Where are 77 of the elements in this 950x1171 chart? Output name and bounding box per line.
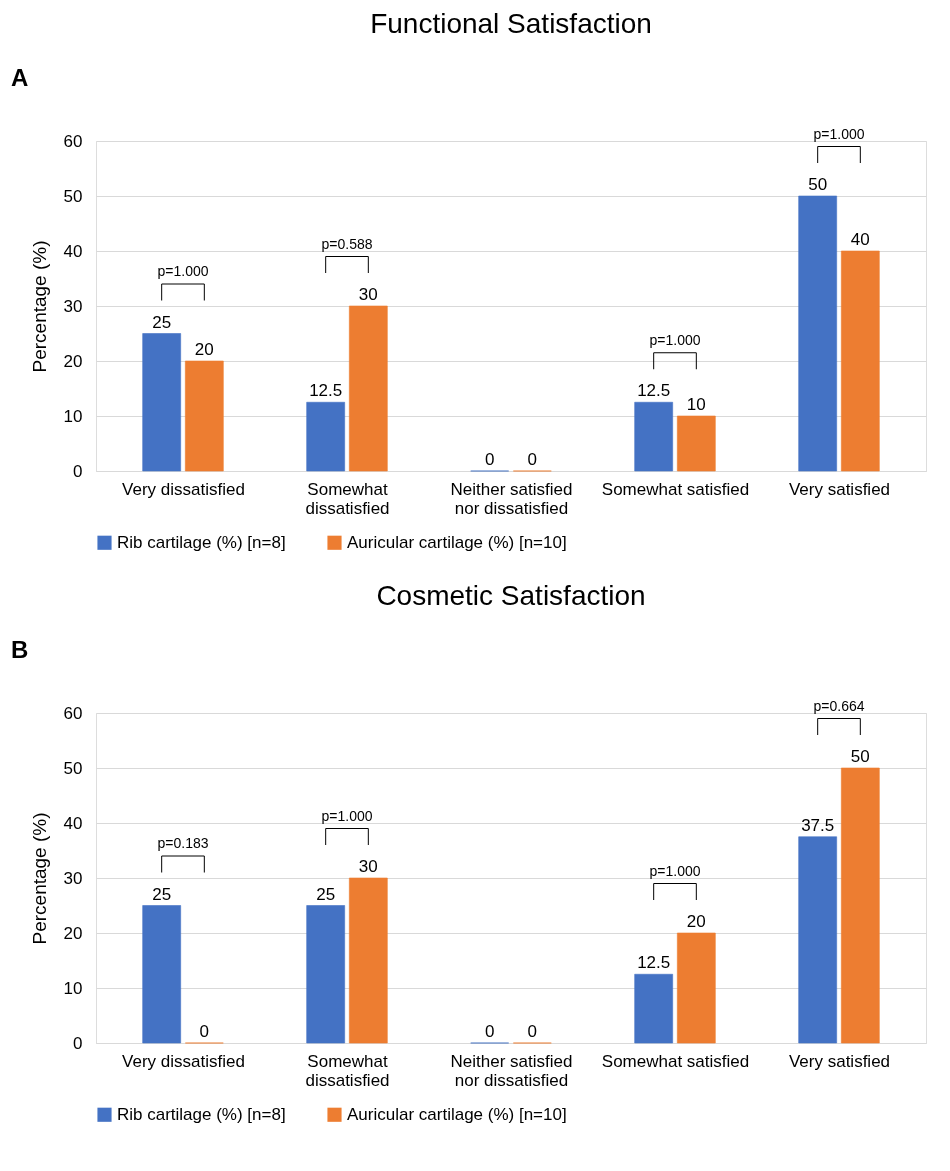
annotation: p=0.664 (813, 697, 865, 714)
y-tick-label: 0 (73, 1033, 83, 1053)
y-axis-title: Percentage (%) (28, 812, 50, 945)
bar (349, 305, 388, 472)
annotation: p=0.183 (157, 835, 209, 851)
data-label: 0 (484, 450, 495, 469)
data-label: 25 (316, 884, 336, 904)
legend-label: Auricular cartilage (%) [n=10] (347, 1104, 567, 1124)
legend-label: Auricular cartilage (%) [n=10] (347, 532, 567, 552)
data-label: 0 (527, 450, 538, 469)
y-tick-label: 20 (63, 351, 83, 371)
bar (677, 415, 716, 472)
annotation: p=1.000 (157, 263, 209, 279)
bar (142, 333, 181, 472)
annotation: p=1.000 (321, 807, 373, 824)
data-label: 50 (808, 175, 828, 194)
x-tick-label: Very dissatisfied (122, 1051, 245, 1071)
bar (634, 401, 673, 472)
annotation: p=1.000 (649, 862, 701, 879)
data-label: 0 (199, 1022, 210, 1041)
data-label: 50 (850, 747, 870, 766)
data-label: 12.5 (637, 953, 671, 973)
x-tick-label: Neither satisfied nor dissatisfied (450, 1051, 573, 1090)
bar (306, 905, 345, 1044)
x-tick-label: Very satisfied (788, 1051, 891, 1071)
data-label: 10 (686, 395, 706, 414)
bar (142, 905, 181, 1044)
data-label: 25 (152, 884, 172, 904)
bar (349, 877, 388, 1044)
x-tick-label: Somewhat satisfied (601, 479, 750, 499)
y-tick-label: 40 (63, 241, 83, 261)
y-tick-label: 50 (63, 758, 83, 778)
y-tick-label: 30 (63, 868, 83, 888)
annotation: p=0.588 (321, 235, 373, 252)
x-tick-label: Somewhat satisfied (601, 1051, 750, 1071)
data-label: 12.5 (309, 381, 343, 401)
bar (185, 360, 224, 472)
annotation: p=1.000 (813, 125, 865, 142)
annotation: p=1.000 (649, 331, 701, 348)
data-label: 30 (358, 285, 378, 304)
text: A (11, 64, 29, 91)
data-label: 30 (358, 857, 378, 876)
data-label: 40 (850, 230, 870, 249)
legend-label: Rib cartilage (%) [n=8] (117, 1104, 286, 1124)
x-tick-label: Very satisfied (788, 479, 891, 499)
data-label: 37.5 (801, 815, 835, 835)
data-label: 20 (686, 912, 706, 931)
legend-label: Rib cartilage (%) [n=8] (117, 532, 286, 552)
y-tick-label: 60 (63, 131, 83, 151)
chart-title: Cosmetic Satisfaction (376, 580, 646, 611)
bar (798, 195, 837, 472)
y-tick-label: 10 (63, 978, 83, 998)
bar (798, 836, 837, 1044)
bar (677, 932, 716, 1044)
data-label: 25 (152, 312, 172, 332)
y-tick-label: 20 (63, 923, 83, 943)
data-label: 0 (484, 1022, 495, 1041)
data-label: 12.5 (637, 381, 671, 401)
y-tick-label: 10 (63, 406, 83, 426)
data-label: 20 (194, 340, 214, 359)
x-tick-label: Neither satisfied nor dissatisfied (450, 479, 573, 518)
bar (841, 250, 880, 472)
data-label: 0 (527, 1022, 538, 1041)
y-tick-label: 0 (73, 461, 83, 481)
bar (841, 767, 880, 1044)
text: B (11, 636, 29, 663)
y-axis-title: Percentage (%) (28, 240, 50, 373)
bar (306, 401, 345, 472)
y-tick-label: 30 (63, 296, 83, 316)
chart-title: Functional Satisfaction (370, 8, 652, 39)
x-tick-label: Somewhat dissatisfied (305, 479, 390, 518)
x-tick-label: Somewhat dissatisfied (305, 1051, 390, 1090)
x-tick-label: Very dissatisfied (122, 479, 245, 499)
y-tick-label: 50 (63, 186, 83, 206)
y-tick-label: 40 (63, 813, 83, 833)
y-tick-label: 60 (63, 703, 83, 723)
bar (634, 973, 673, 1044)
